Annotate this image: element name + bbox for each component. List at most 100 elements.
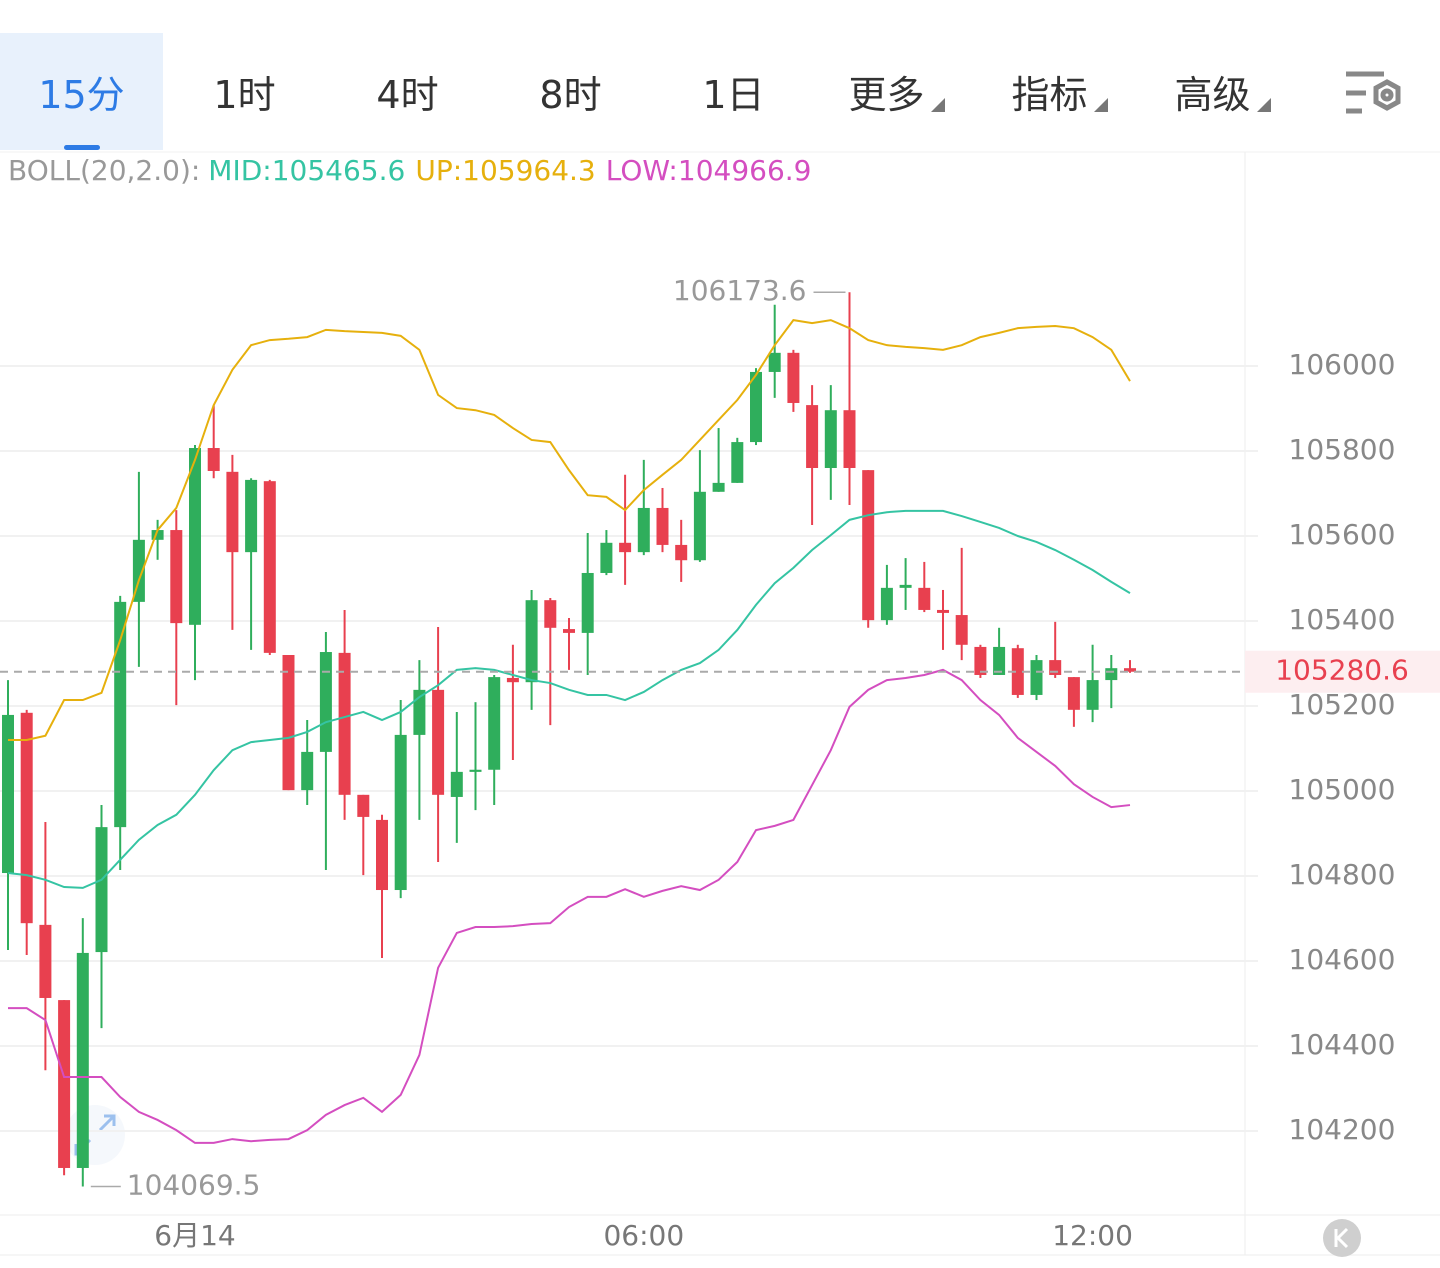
candle-body bbox=[806, 405, 819, 468]
x-tick-label: 06:00 bbox=[603, 1219, 684, 1252]
legend-value: 105964.3 bbox=[462, 154, 596, 187]
candle-body bbox=[1030, 660, 1043, 695]
candle-body bbox=[899, 584, 912, 588]
timeframe-tab[interactable]: 高级 bbox=[1141, 33, 1304, 150]
candle-body bbox=[1011, 648, 1024, 695]
candle-body bbox=[750, 371, 762, 443]
timeframe-tab[interactable]: 1日 bbox=[652, 33, 815, 150]
candle-body bbox=[432, 689, 445, 795]
candles bbox=[2, 292, 1136, 1187]
candle-body bbox=[114, 601, 127, 828]
candle-body bbox=[488, 677, 501, 770]
tab-label: 指标 bbox=[1011, 73, 1088, 117]
candle-body bbox=[132, 539, 145, 602]
candle-body bbox=[637, 507, 650, 553]
dropdown-caret bbox=[1093, 97, 1108, 112]
tab-label: 1时 bbox=[213, 73, 276, 117]
settings-icon[interactable] bbox=[1346, 71, 1401, 114]
candle-body bbox=[263, 481, 276, 653]
tab-label: 高级 bbox=[1174, 73, 1251, 117]
min-label: 104069.5 bbox=[127, 1168, 261, 1201]
caret-shape bbox=[1093, 97, 1108, 112]
y-tick-label: 104800 bbox=[1289, 858, 1396, 891]
candle-body bbox=[506, 677, 519, 683]
candle-body bbox=[394, 734, 407, 891]
grid bbox=[0, 365, 1258, 1132]
candle-body bbox=[95, 827, 108, 953]
candle-body bbox=[525, 600, 538, 683]
candle-body bbox=[413, 689, 426, 735]
legend-value: 105465.6 bbox=[271, 154, 406, 187]
candle-body bbox=[357, 794, 370, 817]
tab-label: 8时 bbox=[539, 73, 602, 117]
x-tick-label: 6月14 bbox=[154, 1219, 235, 1252]
tab-label: 15分 bbox=[38, 73, 125, 117]
candle-body bbox=[58, 1000, 71, 1168]
timeframe-tab[interactable]: 1时 bbox=[163, 33, 326, 150]
candle-body bbox=[712, 482, 725, 492]
caret-shape bbox=[1256, 97, 1271, 112]
expand-button[interactable] bbox=[65, 1105, 125, 1165]
timeframe-tab[interactable]: 8时 bbox=[489, 33, 652, 150]
y-tick-label: 105400 bbox=[1289, 603, 1396, 636]
scroll-to-latest-button[interactable] bbox=[1323, 1219, 1361, 1257]
tab-label: 4时 bbox=[376, 73, 439, 117]
y-tick-label: 105600 bbox=[1289, 518, 1396, 551]
dropdown-caret bbox=[1256, 97, 1271, 112]
candle-body bbox=[170, 530, 183, 624]
candle-body bbox=[1086, 680, 1099, 710]
candle-body bbox=[338, 652, 351, 795]
boll-line bbox=[7, 509, 1131, 889]
candle-body bbox=[993, 646, 1006, 675]
legend-value: 104966.9 bbox=[677, 154, 812, 187]
timeframe-tab[interactable]: 15分 bbox=[0, 33, 163, 150]
candle-body bbox=[843, 410, 856, 468]
last-price-label: 105280.6 bbox=[1275, 654, 1409, 687]
candle-body bbox=[1105, 668, 1118, 681]
candle-body bbox=[151, 530, 164, 540]
tab-label: 1日 bbox=[702, 73, 765, 117]
timeframe-tab[interactable]: 更多 bbox=[815, 33, 978, 150]
max-label: 106173.6 bbox=[673, 274, 807, 307]
legend-name: UP: bbox=[415, 154, 463, 187]
candle-body bbox=[600, 542, 613, 573]
timeframe-tab[interactable]: 4时 bbox=[326, 33, 489, 150]
y-tick-label: 106000 bbox=[1289, 348, 1396, 381]
candle-body bbox=[974, 646, 987, 675]
x-tick-label: 12:00 bbox=[1052, 1219, 1133, 1252]
candle-body bbox=[76, 952, 89, 1168]
candle-body bbox=[544, 600, 557, 628]
indicator-legend: BOLL(20,2.0): MID:105465.6 UP:105964.3 LOW:… bbox=[8, 154, 811, 187]
last-price-box bbox=[1245, 650, 1440, 693]
candle-body bbox=[282, 655, 295, 791]
y-tick-label: 105800 bbox=[1289, 433, 1396, 466]
candle-body bbox=[226, 471, 239, 553]
candle-body bbox=[2, 714, 14, 874]
candle-body bbox=[469, 769, 482, 772]
y-tick-label: 104200 bbox=[1289, 1113, 1396, 1146]
candle-body bbox=[768, 352, 781, 372]
candle-body bbox=[880, 587, 893, 621]
candle-body bbox=[450, 771, 463, 797]
candle-body bbox=[319, 652, 332, 752]
candle-body bbox=[189, 448, 201, 625]
y-tick-label: 105200 bbox=[1289, 688, 1396, 721]
boll-line bbox=[8, 319, 1131, 741]
y-tick-label: 105000 bbox=[1289, 773, 1396, 806]
candle-body bbox=[563, 629, 575, 633]
candle-body bbox=[619, 542, 632, 553]
candle-body bbox=[675, 544, 688, 561]
candle-body bbox=[693, 491, 706, 561]
candle-body bbox=[207, 448, 220, 471]
candle-body bbox=[862, 470, 875, 621]
y-tick-label: 104400 bbox=[1289, 1028, 1396, 1061]
indicator-name: BOLL(20,2.0): bbox=[8, 154, 201, 187]
tab-label: 更多 bbox=[848, 73, 925, 117]
candle-body bbox=[245, 479, 258, 553]
timeframe-tab[interactable]: 指标 bbox=[978, 33, 1141, 150]
candle-body bbox=[581, 572, 594, 633]
legend-name: LOW: bbox=[605, 154, 678, 187]
candle-body bbox=[301, 751, 314, 791]
